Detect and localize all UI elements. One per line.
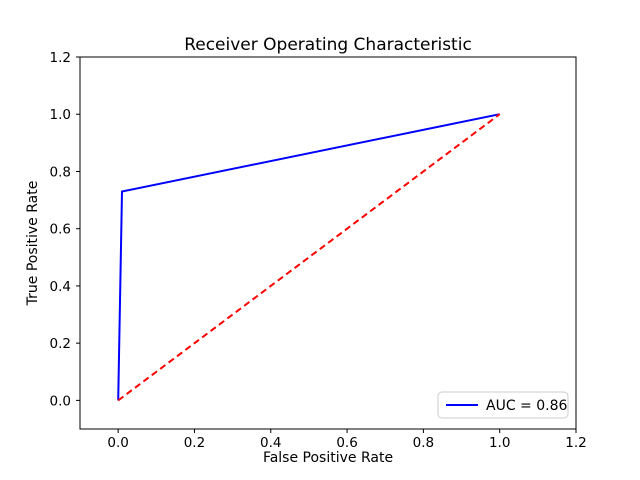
x-tick-label: 1.0 [489,435,510,451]
series-chance-diagonal [117,113,501,402]
x-tick-label: 0.2 [184,435,205,451]
y-tick-label: 1.2 [50,50,71,66]
legend-frame [437,391,569,419]
x-tick-label: 0.4 [260,435,281,451]
y-tick-label: 0.6 [50,222,71,238]
x-axis-label: False Positive Rate [263,450,393,466]
y-tick-label: 1.0 [50,107,71,123]
legend: AUC = 0.86 [437,391,569,419]
x-tick-label: 0.6 [336,435,357,451]
y-tick-label: 0.8 [50,164,71,180]
chart-title: Receiver Operating Characteristic [184,35,472,55]
plot-series [117,113,501,402]
x-tick-label: 0.0 [107,435,128,451]
y-tick-label: 0.0 [50,393,71,409]
y-axis-ticks: 0.0 0.2 0.4 0.6 0.8 1.0 1.2 [50,50,80,409]
y-axis-label: True Positive Rate [25,181,41,307]
series-roc-curve [117,113,500,401]
y-tick-label: 0.4 [50,279,71,295]
axes-spines [79,56,577,430]
x-axis-ticks: 0.0 0.2 0.4 0.6 0.8 1.0 1.2 [107,429,587,451]
y-tick-label: 0.2 [50,336,71,352]
legend-label: AUC = 0.86 [486,398,567,414]
x-tick-label: 1.2 [565,435,586,451]
x-tick-label: 0.8 [413,435,434,451]
